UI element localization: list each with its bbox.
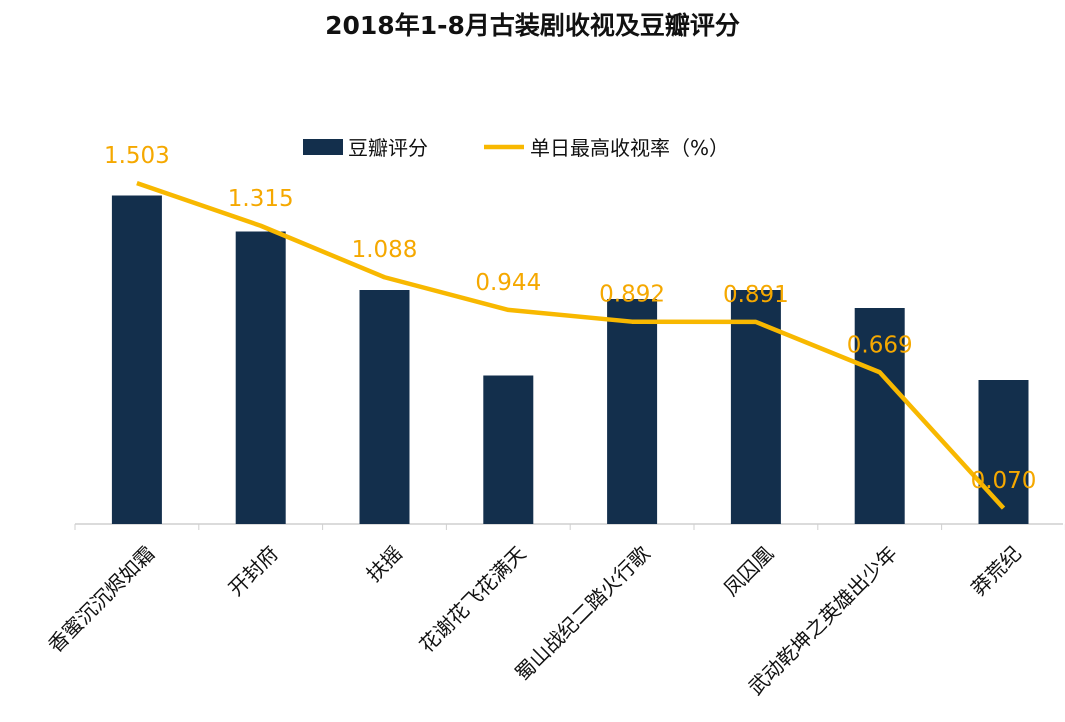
bar-5 — [730, 290, 781, 524]
data-label-6: 0.669 — [847, 332, 913, 358]
bar-7 — [978, 380, 1029, 524]
bar-0 — [111, 195, 162, 524]
bar-1 — [235, 231, 286, 524]
data-label-3: 0.944 — [475, 270, 541, 296]
x-tick-label-1: 开封府 — [224, 541, 283, 600]
legend-label-line: 单日最高收视率（%） — [530, 136, 729, 160]
x-tick-label-7: 莽荒纪 — [966, 541, 1025, 600]
x-tick-label-2: 扶摇 — [362, 541, 407, 586]
legend-label-bar: 豆瓣评分 — [348, 136, 428, 160]
x-tick-label-3: 花谢花飞花满天 — [415, 541, 531, 657]
bar-6 — [854, 308, 905, 524]
data-label-2: 1.088 — [352, 237, 418, 263]
bar-4 — [607, 299, 658, 524]
data-label-5: 0.891 — [723, 282, 789, 308]
bar-2 — [359, 290, 410, 524]
data-label-1: 1.315 — [228, 186, 294, 212]
bar-3 — [483, 375, 534, 524]
legend-swatch-bar — [303, 139, 343, 155]
data-label-7: 0.070 — [971, 468, 1037, 494]
line-series — [136, 180, 1006, 510]
data-label-0: 1.503 — [104, 143, 170, 169]
x-tick-label-5: 凤囚凰 — [719, 541, 778, 600]
x-tick-label-4: 蜀山战纪二踏火行歌 — [510, 541, 654, 685]
chart-title: 2018年1-8月古装剧收视及豆瓣评分 — [325, 11, 740, 40]
data-label-4: 0.892 — [599, 282, 665, 308]
x-tick-label-0: 香蜜沉沉烬如霜 — [43, 541, 159, 657]
